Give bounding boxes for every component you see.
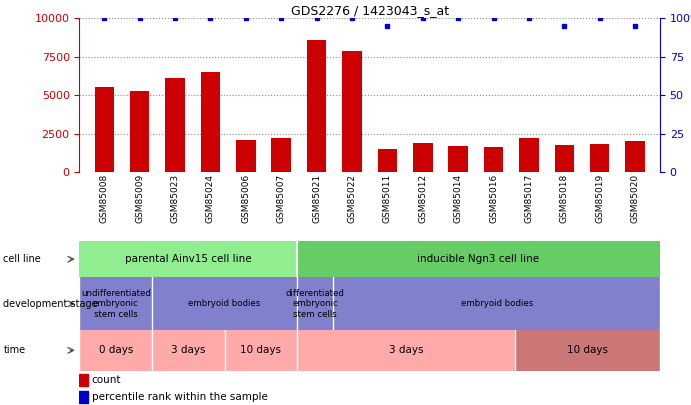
Bar xyxy=(333,277,660,330)
Bar xyxy=(225,330,297,371)
Text: undifferentiated
embryonic
stem cells: undifferentiated embryonic stem cells xyxy=(81,289,151,319)
Text: GSM85019: GSM85019 xyxy=(595,174,604,224)
Text: 3 days: 3 days xyxy=(389,345,423,355)
Text: GSM85012: GSM85012 xyxy=(418,174,427,223)
Text: GSM85009: GSM85009 xyxy=(135,174,144,224)
Text: GSM85023: GSM85023 xyxy=(171,174,180,223)
Text: development stage: development stage xyxy=(3,299,98,309)
Bar xyxy=(519,138,539,172)
Text: GSM85024: GSM85024 xyxy=(206,174,215,223)
Bar xyxy=(297,277,333,330)
Text: GSM85016: GSM85016 xyxy=(489,174,498,224)
Bar xyxy=(515,330,660,371)
Title: GDS2276 / 1423043_s_at: GDS2276 / 1423043_s_at xyxy=(291,4,448,17)
Text: parental Ainv15 cell line: parental Ainv15 cell line xyxy=(125,254,252,264)
Bar xyxy=(484,147,503,172)
Text: GSM85008: GSM85008 xyxy=(100,174,108,224)
Text: GSM85011: GSM85011 xyxy=(383,174,392,224)
Text: time: time xyxy=(3,345,26,355)
Bar xyxy=(200,72,220,172)
Bar xyxy=(448,146,468,172)
Bar xyxy=(79,241,297,277)
Text: GSM85021: GSM85021 xyxy=(312,174,321,223)
Bar xyxy=(152,330,225,371)
Text: GSM85020: GSM85020 xyxy=(631,174,640,223)
Text: embryoid bodies: embryoid bodies xyxy=(189,299,261,308)
Text: differentiated
embryonic
stem cells: differentiated embryonic stem cells xyxy=(286,289,345,319)
Bar xyxy=(625,141,645,172)
Text: inducible Ngn3 cell line: inducible Ngn3 cell line xyxy=(417,254,540,264)
Text: GSM85007: GSM85007 xyxy=(276,174,285,224)
Bar xyxy=(130,91,149,172)
Bar xyxy=(79,277,152,330)
Bar xyxy=(236,140,256,172)
Bar xyxy=(272,138,291,172)
Bar xyxy=(79,391,88,403)
Bar xyxy=(555,145,574,172)
Text: cell line: cell line xyxy=(3,254,41,264)
Bar xyxy=(152,277,297,330)
Text: percentile rank within the sample: percentile rank within the sample xyxy=(92,392,267,403)
Text: GSM85006: GSM85006 xyxy=(241,174,250,224)
Text: GSM85022: GSM85022 xyxy=(348,174,357,223)
Bar xyxy=(79,330,152,371)
Bar xyxy=(590,145,609,172)
Text: 10 days: 10 days xyxy=(240,345,281,355)
Text: 0 days: 0 days xyxy=(99,345,133,355)
Bar xyxy=(79,374,88,386)
Bar xyxy=(95,87,114,172)
Bar xyxy=(297,241,660,277)
Text: count: count xyxy=(92,375,121,385)
Text: 10 days: 10 days xyxy=(567,345,608,355)
Text: 3 days: 3 days xyxy=(171,345,205,355)
Bar xyxy=(378,149,397,172)
Text: GSM85014: GSM85014 xyxy=(454,174,463,223)
Bar xyxy=(342,51,361,172)
Bar xyxy=(307,40,326,172)
Bar xyxy=(165,78,184,172)
Text: GSM85018: GSM85018 xyxy=(560,174,569,224)
Text: embryoid bodies: embryoid bodies xyxy=(460,299,533,308)
Bar xyxy=(297,330,515,371)
Bar xyxy=(413,143,433,172)
Text: GSM85017: GSM85017 xyxy=(524,174,533,224)
